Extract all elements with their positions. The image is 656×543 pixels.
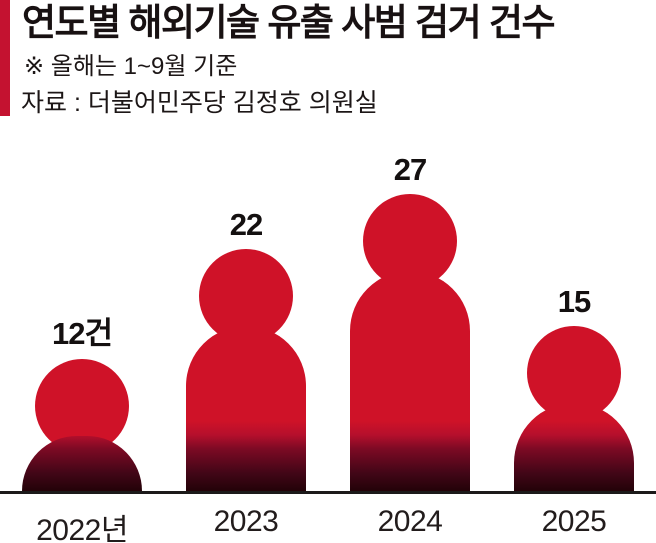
page-title: 연도별 해외기술 유출 사범 검거 건수: [22, 2, 556, 43]
person-torso-icon: [514, 403, 634, 491]
person-bar-2022: [22, 359, 142, 491]
person-bar-2025: [514, 326, 634, 491]
person-torso-icon: [186, 326, 306, 491]
x-axis-label-2022: 2022년: [36, 514, 128, 543]
value-label-2024: 27: [393, 152, 427, 187]
x-axis-label-2023: 2023: [213, 505, 279, 538]
value-label-2022: 12건: [51, 316, 113, 351]
x-axis-label-2024: 2024: [377, 505, 443, 538]
value-label-2025: 15: [557, 284, 591, 319]
title-accent-bar: [0, 0, 10, 116]
chart-note: ※ 올해는 1~9월 기준: [24, 53, 238, 80]
person-bar-2023: [186, 249, 306, 491]
bar-group-2025: 15 2025: [492, 0, 656, 543]
value-label-2023: 22: [229, 207, 263, 242]
x-axis-label-2025: 2025: [541, 505, 607, 538]
x-axis-line: [0, 491, 656, 494]
person-bar-2024: [350, 194, 470, 491]
person-torso-icon: [22, 436, 142, 491]
chart-source: 자료 : 더불어민주당 김정호 의원실: [21, 89, 378, 117]
bar-group-2022: 12건 2022년: [0, 0, 164, 543]
bar-group-2023: 22 2023: [164, 0, 328, 543]
bar-group-2024: 27 2024: [328, 0, 492, 543]
person-torso-icon: [350, 271, 470, 491]
